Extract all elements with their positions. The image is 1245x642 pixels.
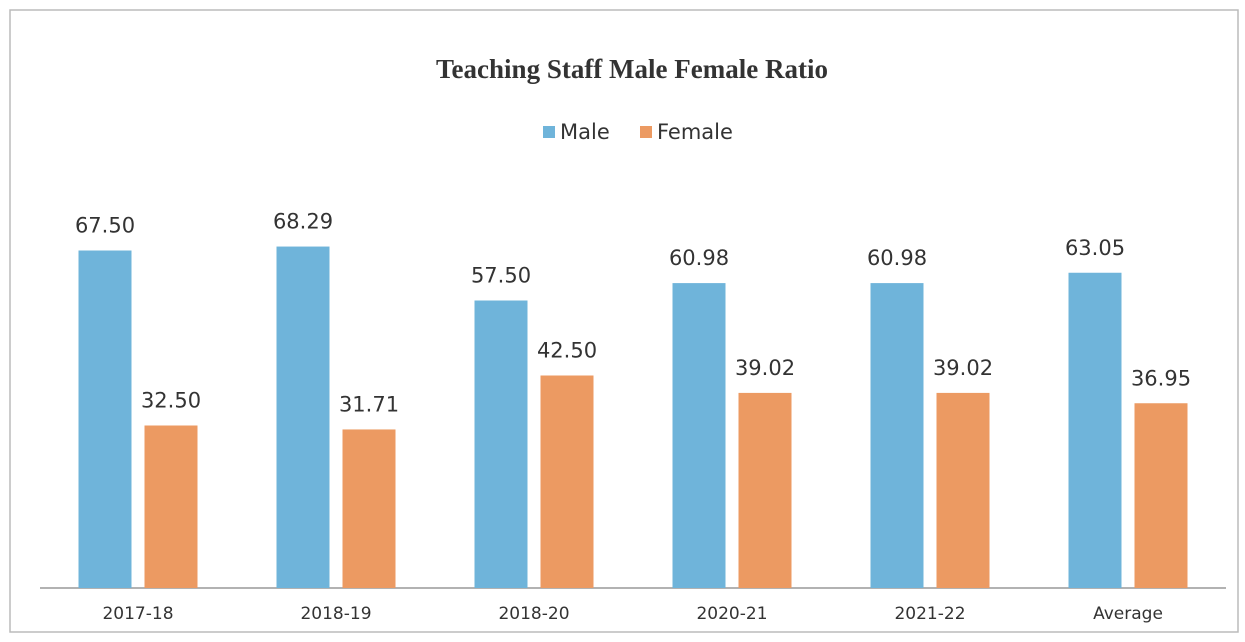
chart-title: Teaching Staff Male Female Ratio: [436, 54, 828, 84]
bar: [474, 300, 528, 588]
bar: [1068, 272, 1122, 588]
legend-swatch: [543, 126, 555, 138]
data-label: 42.50: [537, 339, 597, 363]
data-label: 39.02: [933, 356, 993, 380]
x-tick-label: 2018-20: [498, 604, 569, 624]
x-tick-label: 2020-21: [696, 604, 767, 624]
data-label: 32.50: [141, 389, 201, 413]
chart-frame: [9, 9, 1239, 633]
data-label: 60.98: [867, 246, 927, 270]
bar: [738, 392, 792, 588]
x-tick-label: 2017-18: [102, 604, 173, 624]
bar: [276, 246, 330, 589]
data-label: 67.50: [75, 214, 135, 238]
bar: [78, 250, 132, 588]
data-label: 39.02: [735, 356, 795, 380]
data-label: 31.71: [339, 392, 399, 416]
bar: [540, 375, 594, 588]
bar: [870, 283, 924, 588]
data-label: 63.05: [1065, 236, 1125, 260]
data-label: 68.29: [273, 210, 333, 234]
bar: [936, 392, 990, 588]
data-label: 57.50: [471, 264, 531, 288]
bar: [342, 429, 396, 588]
bar: [144, 425, 198, 588]
data-label: 60.98: [669, 246, 729, 270]
bar: [672, 283, 726, 588]
x-tick-label: 2018-19: [300, 604, 371, 624]
bar: [1134, 403, 1188, 588]
legend-label: Male: [560, 120, 610, 144]
legend-label: Female: [657, 120, 733, 144]
legend-swatch: [640, 126, 652, 138]
x-tick-label: 2021-22: [894, 604, 965, 624]
data-label: 36.95: [1131, 366, 1191, 390]
x-tick-label: Average: [1093, 604, 1163, 624]
